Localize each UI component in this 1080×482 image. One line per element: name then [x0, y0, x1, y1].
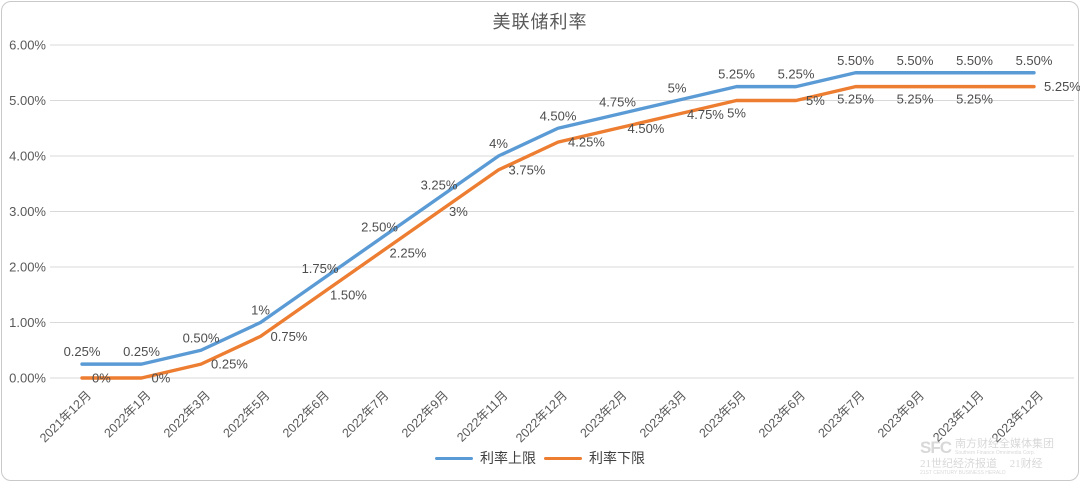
data-label: 5.25%	[718, 67, 755, 82]
watermark-brand2-cn: 21财经	[1009, 458, 1043, 471]
data-label: 0%	[92, 371, 111, 386]
lower-limit-line-swatch	[544, 456, 582, 460]
lower-limit-line	[80, 84, 1036, 380]
data-label: 4.50%	[628, 121, 665, 136]
data-label: 1.75%	[302, 261, 339, 276]
data-label: 1.50%	[330, 287, 367, 302]
data-label: 5.50%	[897, 53, 934, 68]
data-label: 0.75%	[271, 329, 308, 344]
data-label: 0.25%	[123, 344, 160, 359]
y-axis-tick-label: 2.00%	[9, 260, 46, 275]
data-label: 5.50%	[837, 53, 874, 68]
data-label: 5%	[668, 81, 687, 96]
data-label: 5.25%	[1044, 79, 1080, 94]
x-axis-tick-label: 2023年5月	[696, 388, 748, 440]
x-axis-tick-label: 2023年3月	[637, 388, 689, 440]
data-label: 5.25%	[778, 67, 815, 82]
sfc-logo: SFC	[920, 438, 952, 458]
data-label: 3.75%	[509, 162, 546, 177]
chart-title: 美联储利率	[492, 12, 588, 32]
y-axis-tick-label: 5.00%	[9, 93, 46, 108]
x-axis-tick-label: 2021年12月	[37, 388, 94, 445]
data-label: 4.75%	[687, 107, 724, 122]
data-label: 4%	[489, 136, 508, 151]
watermark-brand1-cn: 21世纪经济报道	[920, 458, 997, 471]
data-label: 0%	[152, 371, 171, 386]
data-label: 5%	[806, 93, 825, 108]
watermark-org-cn: 南方财经全媒体集团	[955, 438, 1054, 451]
x-axis-tick-label: 2023年7月	[815, 388, 867, 440]
data-label: 4.75%	[599, 94, 636, 109]
data-label: 0.25%	[211, 357, 248, 372]
data-label: 5%	[727, 106, 746, 121]
data-label: 5.50%	[1016, 53, 1053, 68]
x-axis-tick-label: 2023年9月	[875, 388, 927, 440]
legend-item-upper-limit: 利率上限	[435, 448, 536, 468]
legend-label-upper-limit: 利率上限	[480, 452, 536, 467]
data-label: 5.50%	[956, 53, 993, 68]
x-axis-tick-label: 2022年9月	[399, 388, 451, 440]
watermark-brand1-en: 21ST CENTURY BUSINESS HERALD	[920, 469, 1006, 476]
x-axis-tick-label: 2023年12月	[989, 388, 1046, 445]
x-axis-tick-label: 2022年1月	[101, 388, 153, 440]
x-axis-tick-label: 2023年2月	[577, 388, 629, 440]
upper-limit-line	[80, 71, 1036, 366]
legend-item-lower-limit: 利率下限	[544, 448, 645, 468]
data-label: 5.25%	[956, 92, 993, 107]
data-label: 5.25%	[837, 92, 874, 107]
data-label: 1%	[251, 303, 270, 318]
y-axis-tick-label: 3.00%	[9, 204, 46, 219]
data-label: 3.25%	[421, 178, 458, 193]
data-label: 4.25%	[568, 135, 605, 150]
x-axis-tick-label: 2023年11月	[930, 388, 986, 444]
data-label: 2.25%	[390, 246, 427, 261]
data-label: 0.25%	[64, 344, 101, 359]
upper-limit-line-swatch	[435, 456, 473, 460]
watermark-org-en: Southern Finance Omnimedia Corp.	[955, 449, 1036, 456]
data-label: 2.50%	[361, 219, 398, 234]
data-label: 5.25%	[897, 92, 934, 107]
chart-legend: 利率上限 利率下限	[0, 448, 1080, 468]
x-axis-tick-label: 2022年5月	[220, 388, 272, 440]
x-axis-tick-label: 2022年12月	[513, 388, 570, 445]
watermark: SFC 南方财经全媒体集团 Southern Finance Omnimedia…	[920, 439, 1070, 476]
x-axis-tick-label: 2022年6月	[280, 388, 332, 440]
x-axis-tick-label: 2023年6月	[756, 388, 808, 440]
data-label: 0.50%	[183, 330, 220, 345]
legend-label-lower-limit: 利率下限	[589, 452, 645, 467]
data-label: 3%	[449, 204, 468, 219]
y-axis-tick-label: 6.00%	[9, 38, 46, 53]
y-axis-tick-label: 0.00%	[9, 371, 46, 386]
x-axis-tick-label: 2022年3月	[161, 388, 213, 440]
x-axis-tick-label: 2022年7月	[339, 388, 391, 440]
y-axis-tick-label: 4.00%	[9, 149, 46, 164]
y-axis-tick-label: 1.00%	[9, 315, 46, 330]
x-axis-tick-label: 2022年11月	[454, 388, 510, 444]
data-label: 4.50%	[540, 108, 577, 123]
